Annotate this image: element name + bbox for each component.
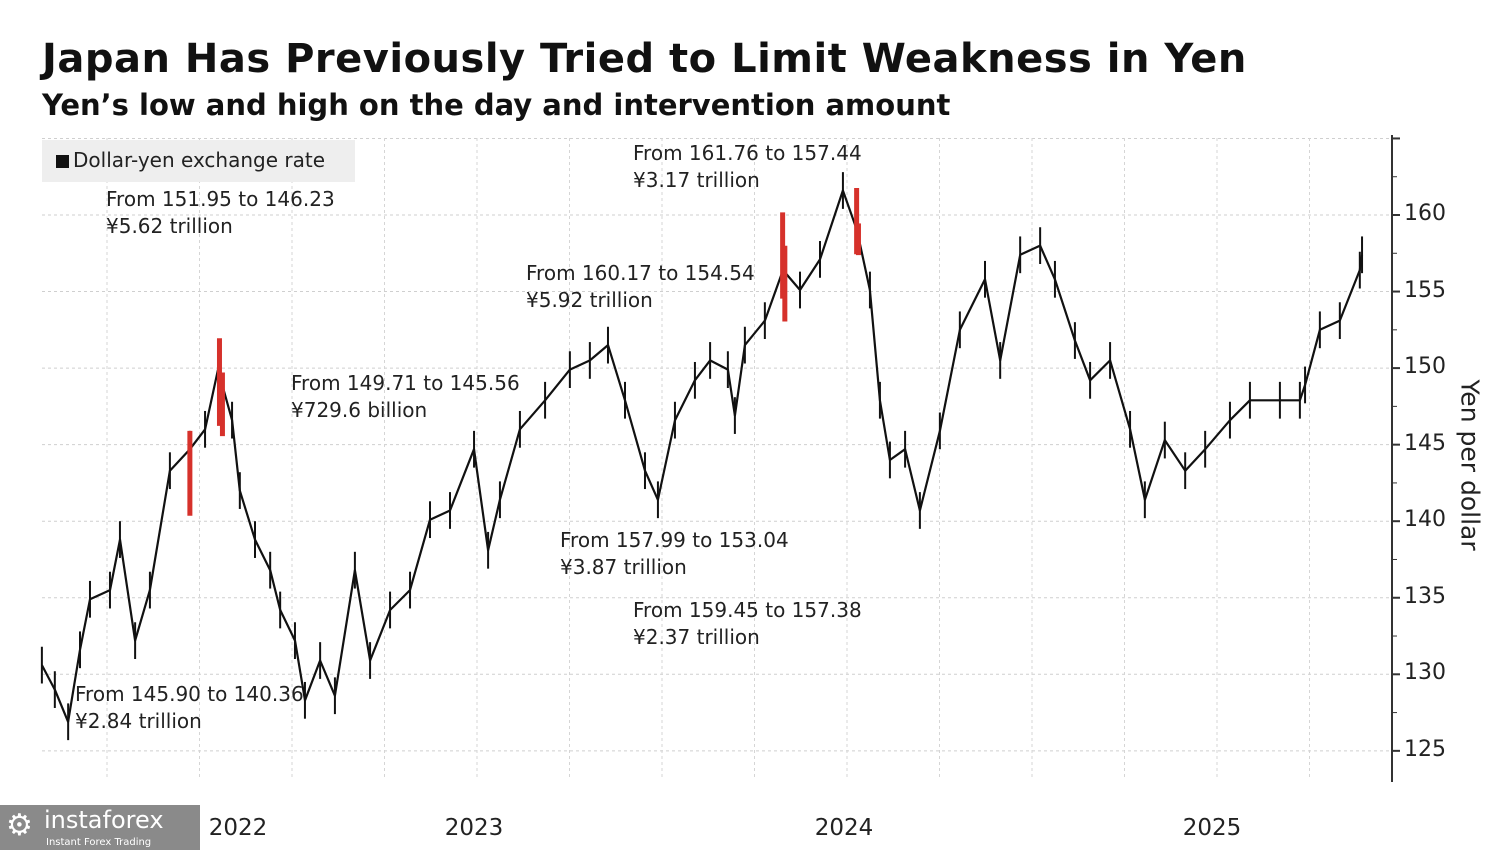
legend-swatch: [56, 155, 69, 168]
x-tick-label: 2025: [1182, 815, 1242, 841]
watermark-tagline: Instant Forex Trading: [46, 837, 152, 848]
annotation-range: From 151.95 to 146.23: [106, 187, 335, 211]
annotation-range: From 161.76 to 157.44: [633, 141, 862, 165]
y-tick-label: 130: [1404, 660, 1446, 685]
annotation-amount: ¥3.87 trillion: [560, 555, 687, 579]
annotation-amount: ¥3.17 trillion: [633, 168, 760, 192]
annotation-range: From 157.99 to 153.04: [560, 528, 789, 552]
annotation-amount: ¥729.6 billion: [291, 398, 428, 422]
annotation-range: From 160.17 to 154.54: [526, 261, 755, 285]
watermark-logo: ⚙ instaforex Instant Forex Trading: [0, 805, 200, 850]
annotation-5: From 157.99 to 153.04 ¥3.87 trillion: [560, 527, 789, 581]
annotation-range: From 159.45 to 157.38: [633, 598, 862, 622]
annotation-amount: ¥2.84 trillion: [75, 709, 202, 733]
y-tick-label: 155: [1404, 278, 1446, 303]
annotation-2: From 151.95 to 146.23 ¥5.62 trillion: [106, 186, 335, 240]
chart-title: Japan Has Previously Tried to Limit Weak…: [42, 36, 1247, 82]
annotation-range: From 149.71 to 145.56: [291, 371, 520, 395]
x-tick-label: 2022: [208, 815, 268, 841]
y-tick-label: 160: [1404, 201, 1446, 226]
annotation-7: From 159.45 to 157.38 ¥2.37 trillion: [633, 597, 862, 651]
annotation-range: From 145.90 to 140.36: [75, 682, 304, 706]
y-tick-label: 145: [1404, 431, 1446, 456]
y-tick-label: 140: [1404, 507, 1446, 532]
y-tick-label: 135: [1404, 584, 1446, 609]
annotation-amount: ¥2.37 trillion: [633, 625, 760, 649]
legend: Dollar-yen exchange rate: [42, 140, 355, 182]
x-tick-label: 2023: [444, 815, 504, 841]
watermark-name: instaforex: [44, 806, 164, 834]
exchange-rate-line: [40, 189, 1364, 723]
annotation-3: From 149.71 to 145.56 ¥729.6 billion: [291, 370, 520, 424]
legend-label: Dollar-yen exchange rate: [73, 148, 326, 172]
gear-icon: ⚙: [6, 808, 33, 843]
y-tick-label: 125: [1404, 737, 1446, 762]
annotation-amount: ¥5.92 trillion: [526, 288, 653, 312]
chart-subtitle: Yen’s low and high on the day and interv…: [42, 88, 951, 122]
annotation-4: From 160.17 to 154.54 ¥5.92 trillion: [526, 260, 755, 314]
annotation-1: From 145.90 to 140.36 ¥2.84 trillion: [75, 681, 304, 735]
y-axis-label: Yen per dollar: [1455, 379, 1485, 551]
annotation-amount: ¥5.62 trillion: [106, 214, 233, 238]
y-tick-label: 150: [1404, 354, 1446, 379]
annotation-6: From 161.76 to 157.44 ¥3.17 trillion: [633, 140, 862, 194]
x-tick-label: 2024: [814, 815, 874, 841]
